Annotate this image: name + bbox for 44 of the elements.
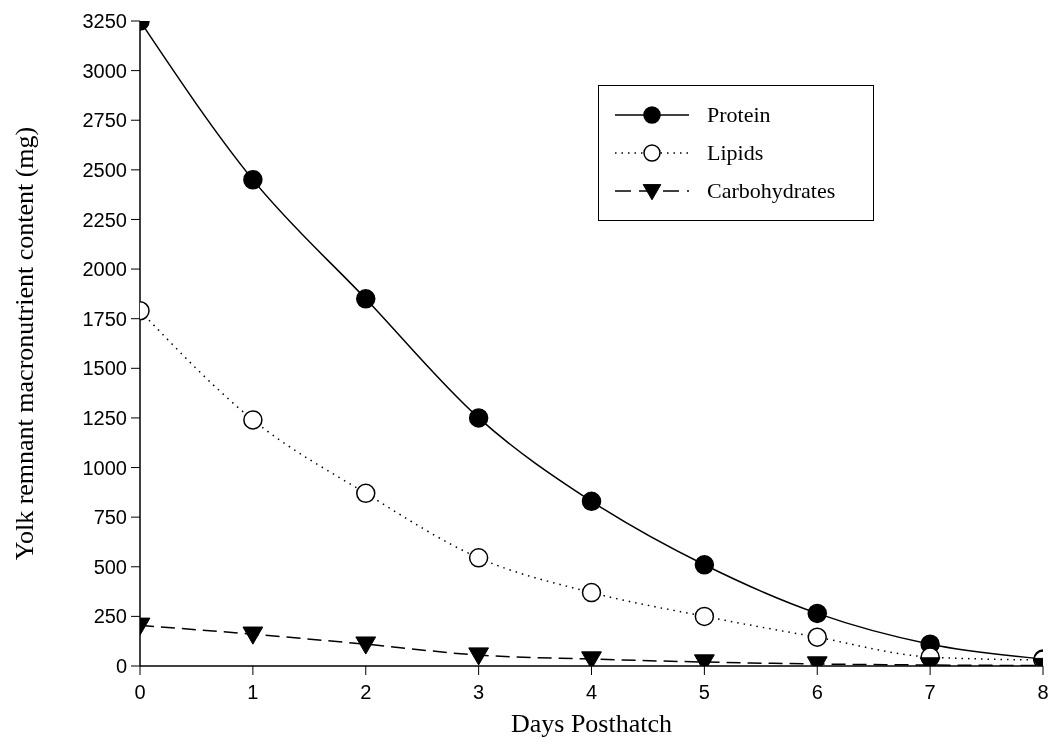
point [807, 627, 827, 647]
y-tick-label: 250 [93, 605, 127, 628]
point [243, 410, 263, 430]
point [694, 555, 715, 575]
point [468, 408, 489, 428]
point [468, 647, 490, 666]
y-tick-label: 1250 [82, 407, 127, 430]
point [581, 491, 602, 512]
point [356, 483, 376, 504]
y-tick-label: 0 [115, 655, 127, 678]
y-axis-title: Yolk remnant macronutrient content (mg) [10, 126, 40, 561]
x-tick-label: 0 [134, 681, 146, 704]
y-tick-label: 2750 [82, 109, 127, 132]
x-tick-label: 5 [698, 681, 710, 704]
x-tick-label: 4 [585, 681, 598, 704]
x-axis-title: Days Posthatch [510, 709, 673, 738]
y-tick-label: 2000 [82, 258, 127, 281]
point [243, 170, 263, 190]
x-tick-label: 3 [473, 681, 485, 704]
y-tick-label: 3000 [82, 59, 127, 82]
legend-label: Lipids [707, 140, 764, 166]
x-tick-label: 7 [924, 681, 936, 704]
point [355, 636, 377, 655]
y-tick-label: 3250 [82, 10, 127, 33]
point [581, 651, 602, 666]
x-tick-label: 6 [811, 681, 823, 704]
y-tick-label: 1000 [82, 456, 127, 479]
x-tick-label: 1 [247, 681, 259, 704]
y-tick-label: 2500 [82, 158, 127, 181]
legend-label: Protein [707, 102, 771, 128]
x-tick-label: 8 [1037, 681, 1049, 704]
y-tick-label: 500 [93, 555, 127, 578]
y-tick-label: 1750 [82, 307, 127, 330]
point [356, 289, 376, 309]
y-tick-label: 1500 [82, 357, 127, 380]
x-tick-label: 2 [360, 681, 372, 704]
point [581, 582, 602, 603]
legend-label: Carbohydrates [707, 178, 836, 204]
point [694, 606, 715, 627]
y-tick-label: 2250 [82, 208, 127, 231]
point [807, 603, 827, 624]
y-tick-label: 750 [93, 506, 127, 529]
point [468, 548, 489, 568]
point [242, 626, 264, 645]
